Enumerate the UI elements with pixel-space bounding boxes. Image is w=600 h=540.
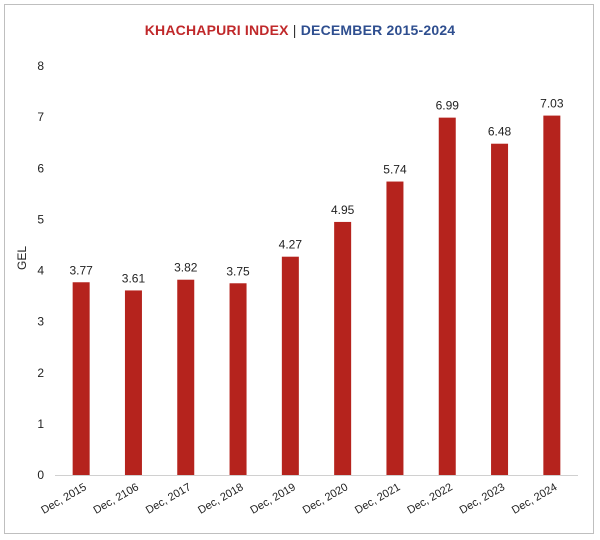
y-tick-label: 4: [37, 264, 44, 278]
x-tick-label: Dec, 2023: [458, 481, 507, 516]
data-label: 3.77: [69, 263, 93, 277]
bar: [229, 283, 247, 475]
data-label: 4.95: [331, 203, 355, 217]
x-axis-ticks: Dec, 2015 Dec, 2106 Dec, 2017 Dec, 2018 Dec,…: [39, 481, 559, 516]
y-tick-label: 8: [37, 59, 44, 73]
x-tick-label: Dec, 2015: [39, 481, 88, 516]
bar: [491, 143, 509, 475]
bars: [72, 115, 561, 476]
data-label: 3.82: [174, 261, 198, 275]
y-tick-label: 3: [37, 315, 44, 329]
data-label: 5.74: [383, 163, 407, 177]
x-tick-label: Dec, 2021: [353, 481, 402, 516]
y-tick-label: 0: [37, 468, 44, 482]
bar: [386, 181, 404, 476]
data-labels: 3.77 3.61 3.82 3.75 4.27 4.95 5.74 6.99 6.48 7.03: [69, 97, 563, 286]
x-tick-label: Dec, 2024: [510, 481, 559, 516]
bar: [438, 117, 456, 475]
bar: [72, 282, 90, 475]
bar: [543, 115, 561, 475]
bar: [334, 221, 352, 475]
bar: [177, 279, 195, 475]
data-label: 6.99: [436, 99, 460, 113]
bar: [281, 256, 299, 475]
chart-title-main: KHACHAPURI INDEX: [144, 22, 289, 38]
y-axis-label: GEL: [15, 246, 29, 270]
x-tick-label: Dec, 2019: [248, 481, 297, 516]
x-tick-label: Dec, 2020: [301, 481, 350, 516]
chart-title-period: DECEMBER 2015-2024: [300, 22, 456, 38]
data-label: 4.27: [279, 238, 303, 252]
x-tick-label: Dec, 2018: [196, 481, 245, 516]
y-tick-label: 2: [37, 366, 44, 380]
y-tick-label: 1: [37, 417, 44, 431]
chart-title-separator: |: [288, 22, 301, 38]
x-tick-label: Dec, 2022: [405, 481, 454, 516]
data-label: 7.03: [540, 97, 564, 111]
y-tick-label: 5: [37, 212, 44, 226]
y-tick-label: 7: [37, 110, 44, 124]
data-label: 6.48: [488, 125, 512, 139]
chart-title: KHACHAPURI INDEX | DECEMBER 2015-2024: [0, 22, 600, 38]
bar: [124, 290, 142, 475]
x-tick-label: Dec, 2017: [144, 481, 193, 516]
y-axis-ticks: 0 1 2 3 4 5 6 7 8: [37, 59, 44, 482]
x-tick-label: Dec, 2106: [92, 481, 141, 516]
data-label: 3.61: [122, 271, 146, 285]
y-tick-label: 6: [37, 161, 44, 175]
data-label: 3.75: [226, 264, 250, 278]
